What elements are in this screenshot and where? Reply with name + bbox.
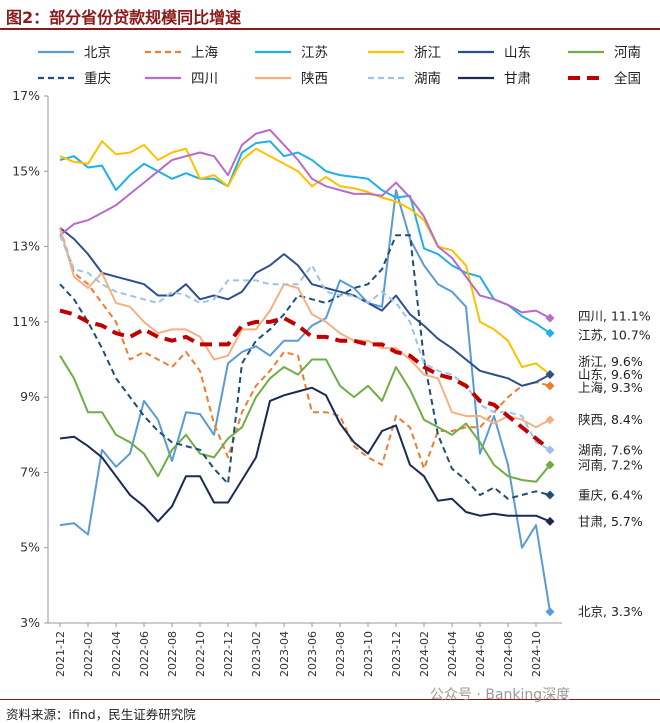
y-tick-label: 7% — [20, 464, 40, 479]
chart-axes: 3% 5% 7% 9% 11% 13% 15% 17% 2021-12 2022-02 2022-0… — [12, 88, 562, 677]
end-value-label: 上海, 9.3% — [578, 380, 643, 395]
x-tick-label: 2023-12 — [390, 631, 403, 677]
footer-rule — [0, 699, 660, 700]
x-tick-label: 2022-08 — [166, 631, 179, 677]
x-tick-label: 2023-02 — [250, 631, 263, 677]
y-tick-label: 11% — [12, 314, 40, 329]
legend-label: 山东 — [504, 45, 531, 61]
end-marker — [545, 445, 555, 455]
y-tick-label: 15% — [12, 163, 40, 178]
legend-label: 北京 — [84, 45, 111, 61]
page-title: 图2：部分省份贷款规模同比增速 — [6, 8, 242, 27]
x-tick-label: 2023-04 — [278, 631, 291, 677]
end-value-label: 江苏, 10.7% — [578, 328, 651, 343]
x-tick-label: 2023-08 — [334, 631, 347, 677]
legend-label: 湖南 — [414, 71, 441, 87]
end-value-label: 河南, 7.2% — [578, 457, 643, 472]
end-marker — [545, 370, 555, 380]
end-marker — [545, 460, 555, 470]
end-value-label: 重庆, 6.4% — [578, 488, 643, 503]
end-value-label: 浙江, 9.6% — [578, 354, 643, 369]
end-marker — [545, 381, 555, 391]
series-line — [59, 234, 551, 500]
end-value-label: 四川, 11.1% — [578, 309, 651, 324]
series-line — [59, 355, 551, 483]
end-value-label: 山东, 9.6% — [578, 367, 643, 382]
x-tick-label: 2023-06 — [306, 631, 319, 677]
end-marker — [545, 313, 555, 323]
x-tick-label: 2024-10 — [530, 631, 543, 677]
x-tick-label: 2024-04 — [446, 631, 459, 677]
series-line — [59, 140, 551, 376]
series-line — [59, 227, 551, 470]
legend-label: 甘肃 — [504, 71, 531, 87]
end-marker — [545, 607, 555, 617]
x-tick-label: 2022-10 — [194, 631, 207, 677]
x-tick-label: 2024-08 — [502, 631, 515, 677]
legend-label: 江苏 — [301, 45, 328, 61]
y-tick-label: 13% — [12, 239, 40, 254]
y-tick-label: 3% — [20, 615, 40, 630]
y-tick-label: 5% — [20, 540, 40, 555]
end-value-label: 湖南, 7.6% — [578, 442, 643, 457]
x-tick-label: 2023-10 — [362, 631, 375, 677]
x-tick-label: 2022-12 — [222, 631, 235, 677]
legend-label: 重庆 — [84, 71, 111, 87]
series-line — [59, 308, 552, 452]
series-line — [59, 227, 551, 387]
watermark: 公众号 · Banking深度 — [430, 687, 571, 703]
x-tick-label: 2022-04 — [110, 631, 123, 677]
source-note: 资料来源：ifind，民生证券研究院 — [6, 707, 196, 722]
end-value-label: 北京, 3.3% — [578, 604, 643, 619]
y-tick-label: 17% — [12, 88, 40, 103]
legend-label: 陕西 — [301, 71, 328, 87]
x-tick-label: 2022-06 — [138, 631, 151, 677]
title-rule — [0, 28, 660, 30]
y-tick-label: 9% — [20, 389, 40, 404]
x-tick-label: 2021-12 — [54, 631, 67, 677]
series-line — [59, 386, 551, 523]
series-line — [59, 128, 551, 319]
x-tick-label: 2024-02 — [418, 631, 431, 677]
legend-label: 四川 — [191, 71, 218, 87]
x-tick-label: 2022-02 — [82, 631, 95, 677]
end-value-label: 陕西, 8.4% — [578, 412, 643, 427]
end-marker — [545, 328, 555, 338]
end-marker — [545, 516, 555, 526]
plot-area — [59, 128, 552, 612]
end-labels: 北京, 3.3% 上海, 9.3% 江苏, 10.7% 浙江, 9.6%山东, 9.6… — [545, 309, 651, 619]
legend-label: 全国 — [614, 70, 641, 87]
end-value-label: 甘肃, 5.7% — [578, 514, 643, 529]
legend-label: 浙江 — [414, 45, 441, 61]
end-marker — [545, 490, 555, 500]
end-marker — [545, 415, 555, 425]
series-line — [59, 234, 551, 451]
legend-label: 河南 — [614, 45, 641, 61]
legend-label: 上海 — [191, 45, 218, 61]
series-line — [59, 227, 551, 429]
x-tick-label: 2024-06 — [474, 631, 487, 677]
